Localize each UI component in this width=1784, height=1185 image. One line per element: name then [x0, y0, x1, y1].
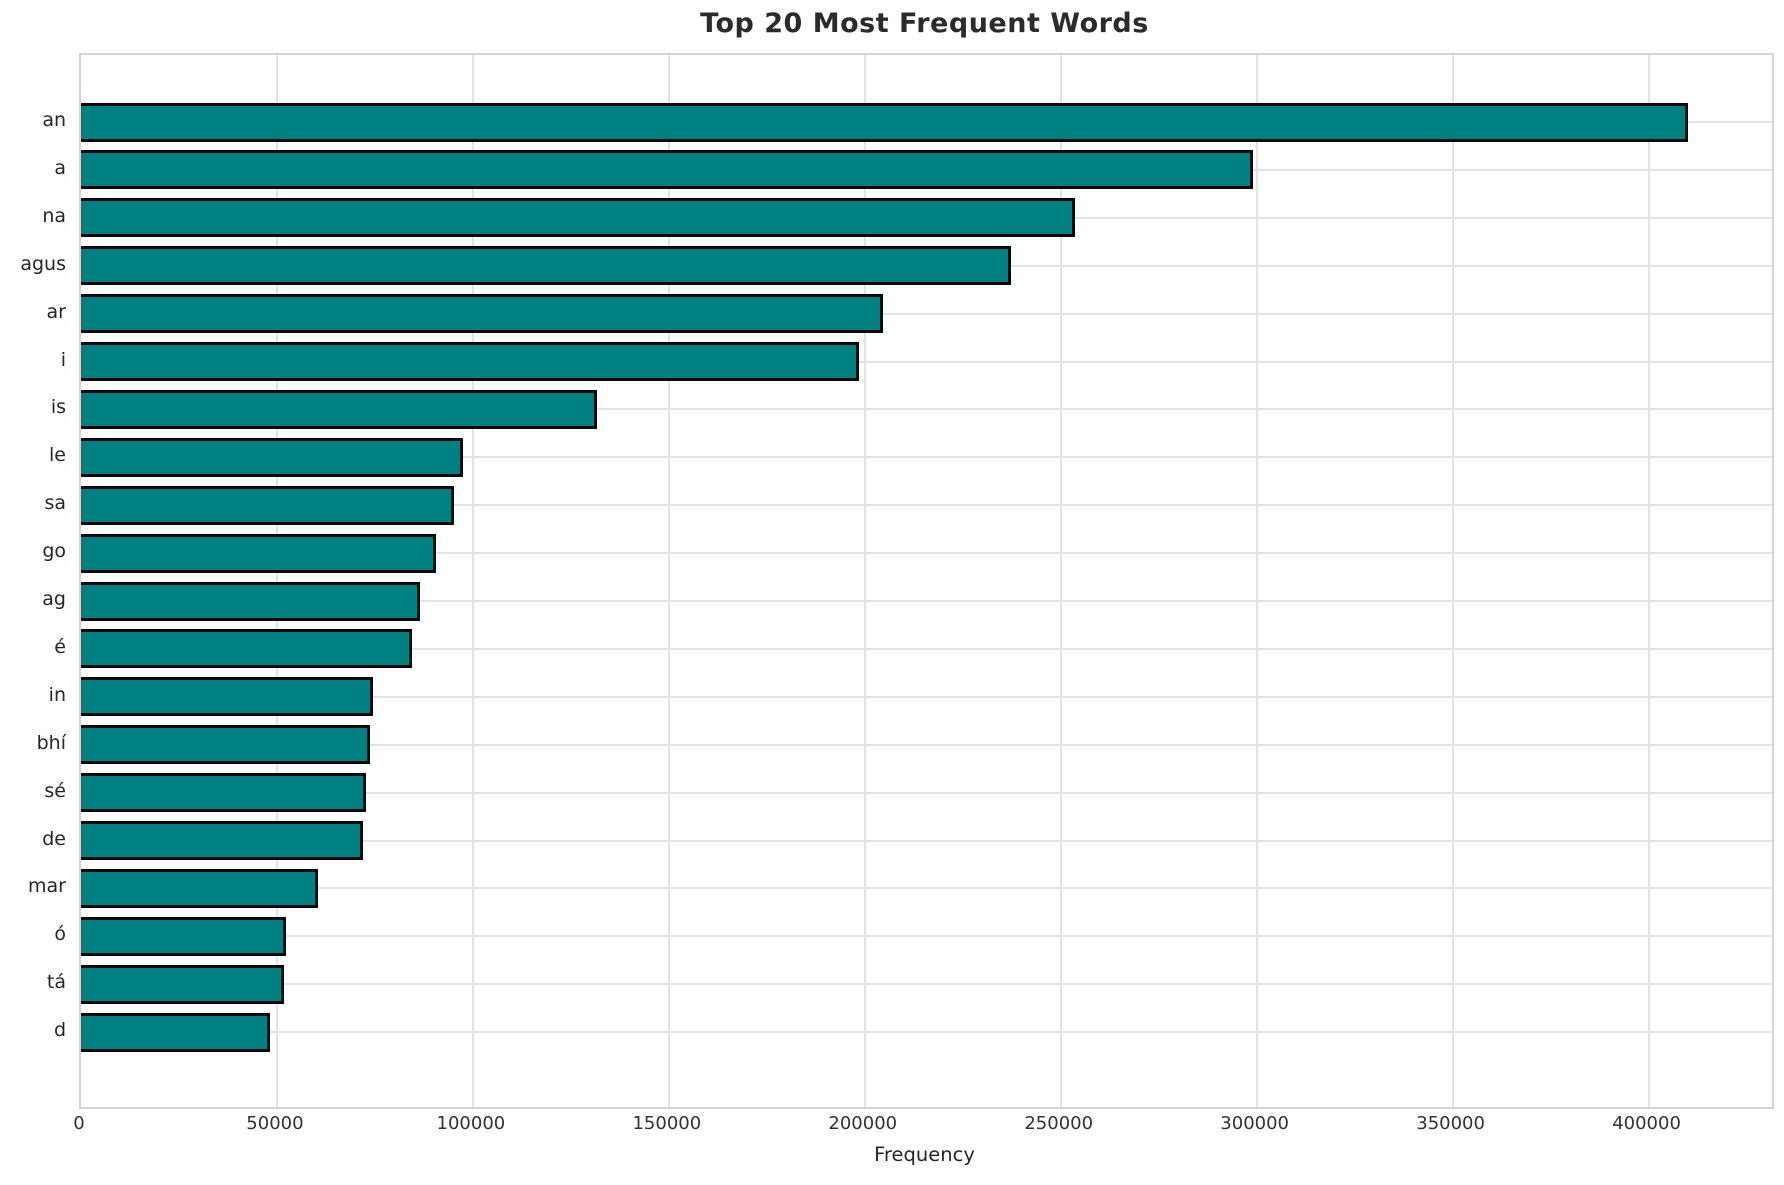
- bar-é: [81, 629, 412, 669]
- ytick-label-bhí: bhí: [36, 731, 66, 754]
- x-gridline: [1647, 55, 1650, 1107]
- y-gridline: [81, 456, 1772, 459]
- ytick-label-i: i: [60, 348, 66, 371]
- bar-sa: [81, 485, 454, 525]
- ytick-label-tá: tá: [46, 971, 66, 994]
- y-gridline: [81, 600, 1772, 602]
- y-gridline: [81, 360, 1772, 363]
- ytick-label-d: d: [53, 1019, 66, 1042]
- ytick-label-in: in: [48, 683, 66, 706]
- bar-ag: [81, 581, 420, 621]
- bar-go: [81, 533, 437, 573]
- bar-i: [81, 342, 859, 381]
- y-gridline: [81, 1031, 1772, 1034]
- bar-an: [81, 102, 1689, 142]
- xtick-label-150000: 150000: [632, 1113, 702, 1134]
- bar-mar: [81, 868, 319, 908]
- bar-ó: [81, 916, 286, 956]
- ytick-label-a: a: [54, 156, 66, 179]
- xtick-label-200000: 200000: [828, 1113, 898, 1134]
- y-gridline: [81, 983, 1772, 986]
- ytick-label-de: de: [42, 827, 66, 850]
- ytick-label-mar: mar: [28, 875, 66, 898]
- bar-is: [81, 389, 598, 429]
- x-gridline: [471, 55, 474, 1107]
- y-gridline: [81, 504, 1772, 507]
- y-gridline: [81, 887, 1772, 890]
- ytick-label-na: na: [42, 204, 66, 227]
- bar-na: [81, 198, 1076, 238]
- x-gridline: [1059, 55, 1062, 1107]
- bar-d: [81, 1012, 271, 1052]
- x-gridline: [1255, 55, 1258, 1107]
- y-gridline: [81, 839, 1772, 842]
- bar-sé: [81, 773, 367, 813]
- bar-a: [81, 150, 1253, 190]
- bar-de: [81, 821, 364, 860]
- x-gridline: [275, 55, 278, 1107]
- ytick-label-is: is: [50, 396, 66, 419]
- ytick-label-é: é: [54, 635, 66, 658]
- bar-bhí: [81, 725, 371, 765]
- x-gridline: [1451, 55, 1454, 1107]
- xtick-label-300000: 300000: [1220, 1113, 1290, 1134]
- bar-agus: [81, 246, 1012, 286]
- y-gridline: [81, 695, 1772, 698]
- ytick-label-le: le: [49, 444, 66, 467]
- y-gridline: [81, 935, 1772, 938]
- bar-ar: [81, 294, 884, 334]
- ytick-label-an: an: [42, 109, 66, 131]
- xtick-label-400000: 400000: [1612, 1113, 1681, 1134]
- y-gridline: [81, 647, 1772, 650]
- ytick-label-go: go: [42, 540, 66, 563]
- y-gridline: [81, 312, 1772, 315]
- bar-tá: [81, 964, 285, 1004]
- y-gridline: [81, 743, 1772, 746]
- ytick-label-ar: ar: [46, 300, 66, 323]
- plot-area: [79, 53, 1774, 1109]
- xtick-label-50000: 50000: [246, 1113, 304, 1134]
- xtick-label-0: 0: [73, 1113, 85, 1134]
- chart-title: Top 20 Most Frequent Words: [700, 8, 1149, 39]
- ytick-label-ag: ag: [42, 588, 66, 610]
- y-gridline: [81, 791, 1772, 794]
- ytick-label-ó: ó: [54, 923, 66, 946]
- ytick-label-sa: sa: [44, 492, 66, 515]
- ytick-label-agus: agus: [20, 252, 66, 275]
- x-gridline: [863, 55, 866, 1107]
- bar-le: [81, 437, 464, 477]
- y-gridline: [81, 552, 1772, 555]
- y-gridline: [81, 408, 1772, 411]
- x-axis-label: Frequency: [874, 1143, 975, 1166]
- bar-in: [81, 677, 373, 717]
- ytick-label-sé: sé: [44, 779, 66, 802]
- x-gridline: [667, 55, 670, 1107]
- xtick-label-350000: 350000: [1416, 1113, 1485, 1134]
- xtick-label-100000: 100000: [436, 1113, 506, 1134]
- xtick-label-250000: 250000: [1024, 1113, 1094, 1134]
